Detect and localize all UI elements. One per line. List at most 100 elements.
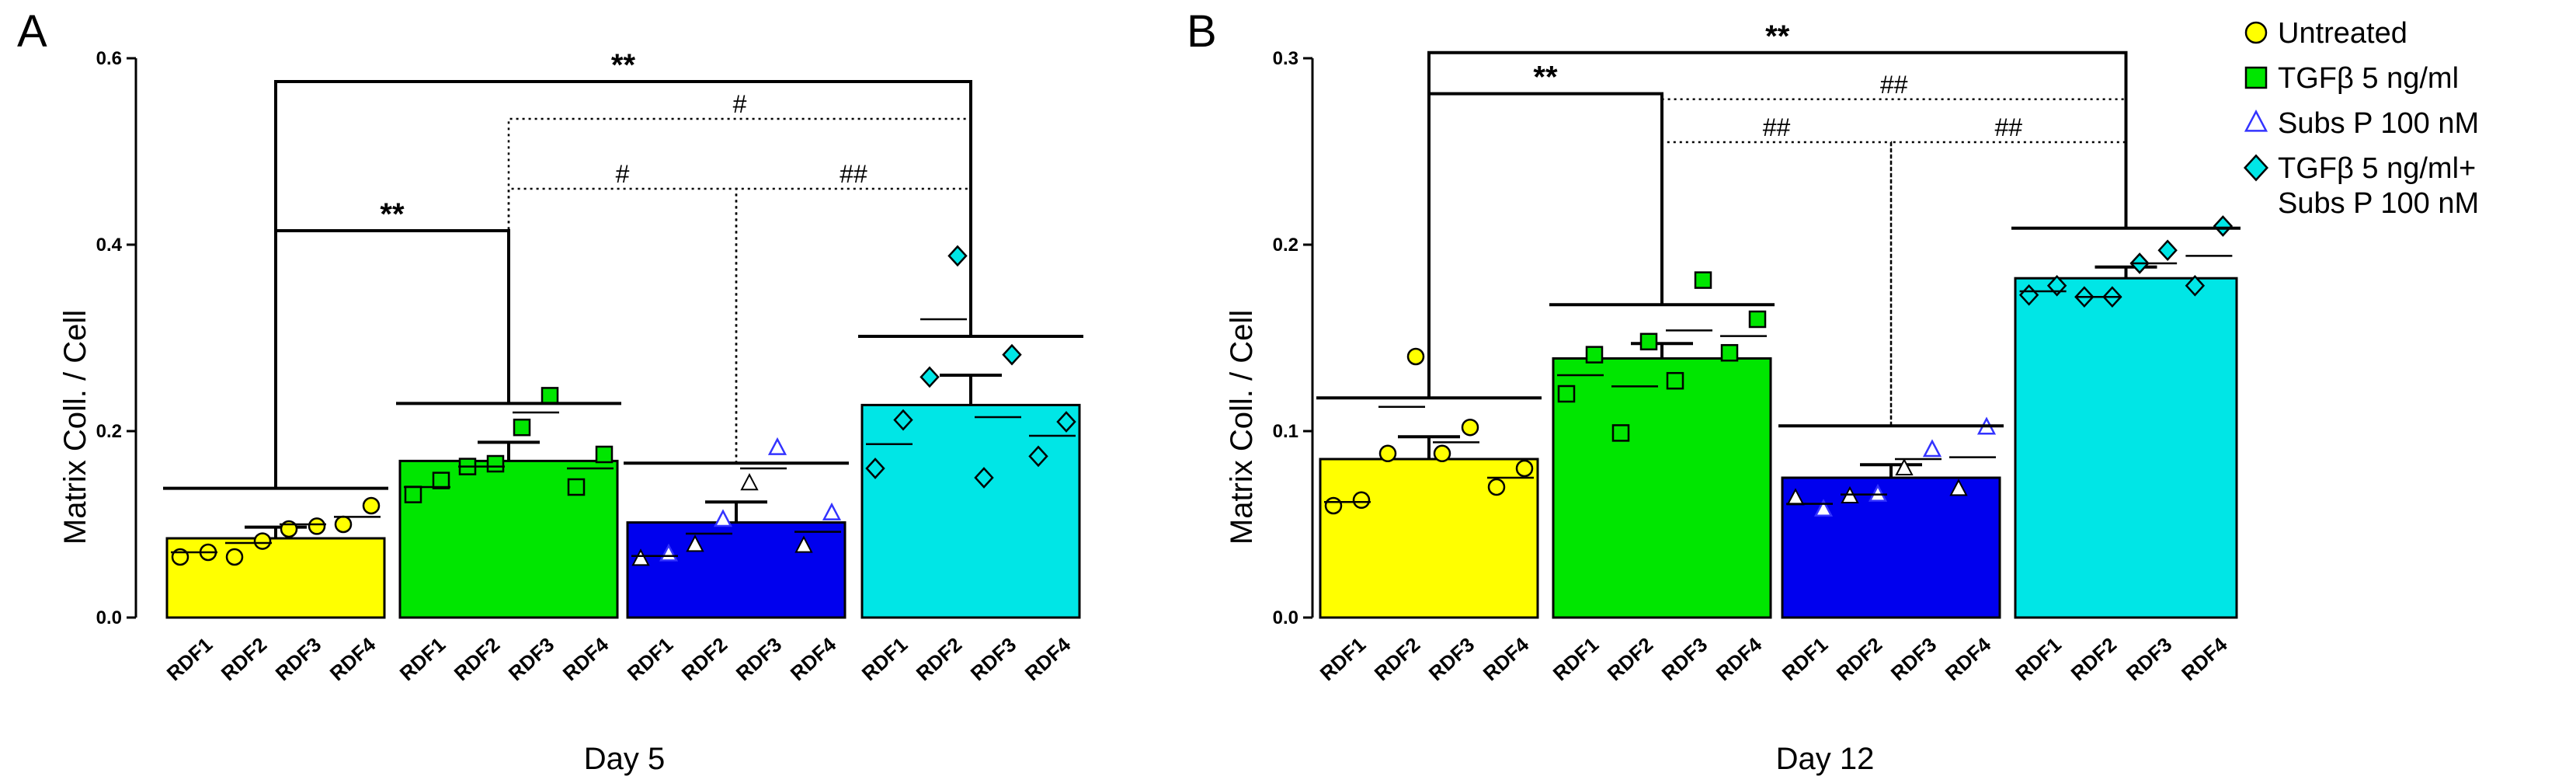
panel-a-significance-bracket [507,117,972,404]
panel-b-significance-label: ## [1880,71,1908,99]
panel-a-significance-label: ## [840,160,867,188]
panel-a-data-point [1028,445,1048,468]
panel-a-x-tick-label: RDF1 [395,632,450,685]
panel-b-x-tick-label: RDF2 [1603,632,1658,685]
panel-b-data-point [1324,496,1343,515]
panel-b-x-tick-label: RDF4 [1941,632,1996,685]
panel-b-y-axis-label: Matrix Coll. / Cell [1225,310,1259,545]
panel-a-x-tick-label: RDF2 [677,632,732,685]
panel-a-data-point [567,478,586,496]
panel-b-significance-label: ** [1533,61,1558,95]
panel-a-data-point [974,467,994,489]
panel-a-data-point [822,502,842,520]
panel-a-data-point [334,515,353,534]
panel-b-significance-label: ## [1763,113,1791,141]
panel-a: A Matrix Coll. / Cell Day 5 0.0 0.2 0.4 0.6… [17,6,1083,776]
panel-b-data-point [2213,215,2234,237]
panel-b-data-point [1694,271,1712,289]
panel-b-significance-label: ## [1994,113,2022,141]
panel-a-bar [860,403,1081,619]
panel-a-data-point [631,548,650,566]
panel-a-x-tick-label: RDF1 [623,632,678,685]
panel-b-bar [2014,277,2238,619]
panel-a-x-tick-label: RDF3 [732,632,787,685]
panel-a-data-point [432,472,450,489]
panel-b-bar [1319,458,1539,619]
panel-a-x-tick-label: RDF2 [450,632,505,685]
panel-b-data-point [1487,478,1506,496]
legend-marker [2244,66,2268,89]
panel-a-x-tick-label: RDF3 [271,632,326,685]
panel-b-data-point [1557,385,1576,403]
panel-b-y-tick-label: 0.3 [1273,48,1298,69]
panel-b-bar [1552,357,1772,619]
panel-a-significance-bracket [735,187,972,464]
legend-label: Untreated [2278,17,2407,50]
panel-a-significance-label: ** [611,48,636,82]
panel-a-data-point [513,418,531,437]
panel-b-data-point [1895,458,1914,475]
panel-a-y-tick-label: 0.6 [96,48,122,69]
panel-a-x-tick-label: RDF4 [1020,632,1076,685]
panel-b-x-tick-label: RDF3 [1424,632,1479,685]
panel-a-x-tick-label: RDF1 [857,632,913,685]
panel-a-x-axis-label: Day 5 [584,742,666,776]
panel-a-data-point [253,532,272,550]
panel-b-significance-bracket [1660,141,1893,426]
panel-b-x-axis-label: Day 12 [1776,742,1875,776]
panel-b-significance-bracket [1660,98,2127,305]
panel-a-x-tick-label: RDF4 [786,632,841,685]
panel-a-data-point [404,485,422,503]
panel-a-x-tick-label: RDF3 [504,632,559,685]
panel-b-data-point [1352,491,1371,510]
panel-a-significance-bracket [507,187,738,464]
panel-a-y-axis-label: Matrix Coll. / Cell [58,310,92,545]
panel-b-x-tick-label: RDF1 [1778,632,1833,685]
legend-marker [2244,154,2268,182]
panel-b-y-tick-label: 0.1 [1273,421,1298,442]
panel-a-letter: A [17,6,47,57]
panel-a-x-tick-label: RDF4 [558,632,614,685]
panel-a-x-tick-label: RDF4 [325,632,381,685]
panel-b: B Matrix Coll. / Cell Day 12 0.0 0.1 0.2 0.… [1187,6,2241,776]
panel-a-data-point [225,548,244,566]
panel-b-x-tick-label: RDF1 [1316,632,1371,685]
panel-b-x-tick-label: RDF3 [2122,632,2177,685]
panel-a-y-tick-label: 0.0 [96,607,122,628]
panel-b-data-point [1868,483,1888,502]
panel-b-x-tick-label: RDF2 [1370,632,1425,685]
panel-a-bar [626,521,846,619]
panel-a-data-point [947,245,968,267]
panel-b-y-tick-label: 0.0 [1273,607,1298,628]
legend-label-line2: Subs P 100 nM [2278,187,2479,220]
panel-b-data-point [1461,418,1479,437]
panel-b-data-point [1585,346,1604,364]
panel-a-significance-label: # [616,160,630,188]
panel-a-data-point [686,534,704,552]
panel-b-data-point [2157,239,2178,262]
panel-b-letter: B [1187,6,1217,57]
panel-a-data-point [767,437,787,455]
panel-b-data-point [1515,459,1534,478]
panel-b-data-point [1378,444,1397,463]
panel-b-x-tick-label: RDF2 [2067,632,2122,685]
panel-b-x-tick-label: RDF3 [1657,632,1712,685]
panel-a-data-point [865,458,885,479]
panel-a-data-point [893,409,913,431]
panel-a-data-point [362,496,381,515]
panel-b-data-point [1922,439,1942,458]
panel-b-data-point [1813,499,1834,517]
panel-b-data-point [1639,332,1658,351]
panel-b-bar [1781,476,2001,619]
panel-a-x-tick-label: RDF2 [912,632,967,685]
panel-a-x-tick-label: RDF1 [162,632,217,685]
panel-a-data-point [794,535,813,553]
panel-b-data-point [1433,444,1451,463]
panel-b-x-tick-label: RDF4 [1479,632,1534,685]
panel-b-significance-label: ** [1765,19,1790,54]
panel-a-data-point [541,387,559,405]
panel-b-data-point [2185,274,2206,297]
panel-a-data-point [308,517,326,535]
